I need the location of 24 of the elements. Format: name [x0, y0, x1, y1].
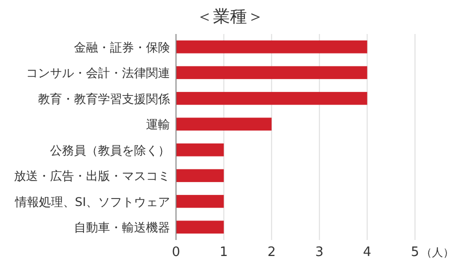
- x-tick-label: 3: [315, 245, 324, 260]
- x-tick-label: 4: [363, 245, 372, 260]
- y-tick-label: 金融・証券・保険: [74, 40, 170, 54]
- bar: [176, 40, 368, 54]
- bar: [176, 92, 368, 105]
- bar: [176, 118, 272, 131]
- y-tick-label: 公務員（教員を除く）: [50, 143, 170, 158]
- x-tick-label: 0: [172, 245, 180, 260]
- bar: [176, 169, 224, 182]
- y-tick-label: 情報処理、SI、ソフトウェア: [14, 194, 170, 209]
- x-tick-label: 2: [267, 245, 276, 260]
- bar: [176, 66, 368, 80]
- x-tick-label: 5: [410, 245, 420, 260]
- y-tick-label: 放送・広告・出版・マスコミ: [14, 169, 170, 184]
- x-axis-title: （人）: [421, 246, 454, 259]
- bar: [176, 220, 224, 234]
- y-tick-label: 教育・教育学習支援関係: [38, 92, 170, 106]
- bar: [176, 194, 224, 208]
- y-tick-label: コンサル・会計・法律関連: [26, 66, 170, 80]
- chart-title: ＜業種＞: [196, 7, 264, 27]
- x-tick-label: 1: [220, 245, 228, 260]
- bar: [176, 143, 224, 156]
- y-tick-label: 運輸: [146, 118, 170, 132]
- y-tick-label: 自動車・輸送機器: [74, 220, 170, 235]
